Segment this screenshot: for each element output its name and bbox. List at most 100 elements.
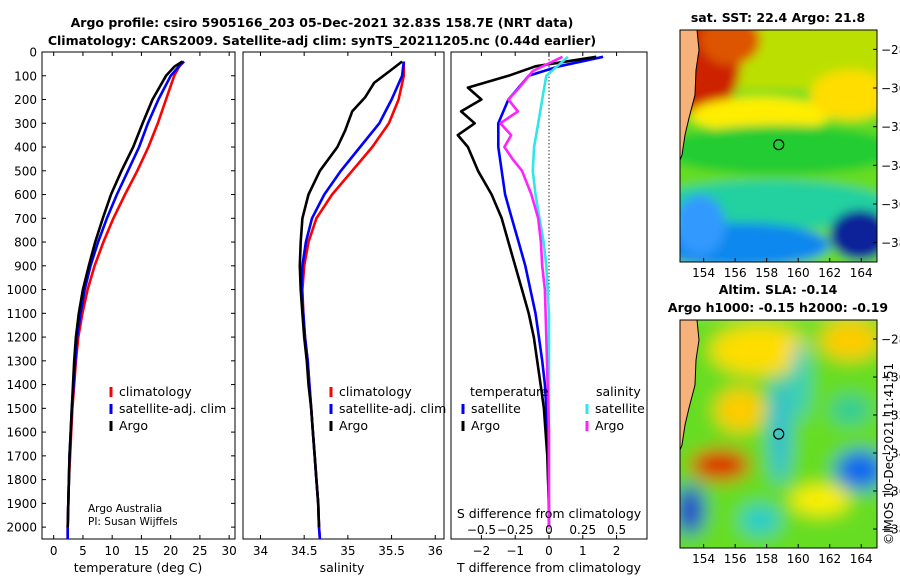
map-y-tick-label: −32 (881, 120, 900, 134)
s-tick-label: 0.5 (607, 523, 626, 537)
x-tick-label: −1 (506, 544, 524, 558)
y-tick-label: 1400 (6, 378, 37, 392)
temperature-plot-frame (41, 51, 236, 540)
map-y-tick-label: −38 (881, 236, 900, 250)
legend-label-sal-argo: Argo (595, 418, 624, 433)
legend-label-sal-satellite: satellite (595, 401, 645, 416)
y-tick-label: 800 (14, 236, 37, 250)
sst-map-panel: sat. SST: 22.4 Argo: 21.8 154 156 158 160 16… (679, 10, 900, 280)
legend-label-temp-satellite: satellite (471, 401, 521, 416)
credit-line-2: PI: Susan Wijffels (88, 516, 178, 528)
figure-title-line2: Climatology: CARS2009. Satellite-adj cli… (48, 33, 596, 49)
map-x-tick-label: 160 (787, 552, 810, 566)
t-difference-axis-label: T difference from climatology (456, 560, 642, 575)
series-line-argo (66, 60, 184, 528)
y-tick-label: 1500 (6, 402, 37, 416)
argo-float-marker (773, 428, 785, 440)
difference-legend: temperature salinity satellite Argo sate… (461, 384, 645, 433)
map-y-tick-label: −32 (881, 409, 900, 423)
s-tick-label: −0.25 (497, 523, 534, 537)
map-x-tick-label: 154 (692, 266, 715, 280)
y-tick-label: 1900 (6, 497, 37, 511)
y-tick-label: 1800 (6, 473, 37, 487)
legend-label-satellite-clim: satellite-adj. clim (119, 401, 226, 416)
x-tick-label: 34.5 (291, 544, 318, 558)
map-y-tick-label: −34 (881, 447, 900, 461)
coastline-land (680, 30, 700, 161)
y-tick-label: 1700 (6, 449, 37, 463)
x-tick-label: 34 (253, 544, 268, 558)
y-tick-label: 0 (29, 46, 37, 60)
x-tick-label: 25 (192, 544, 207, 558)
map-x-tick-label: 162 (818, 266, 841, 280)
s-tick-label: −0.5 (467, 523, 496, 537)
argo-float-marker (773, 139, 785, 151)
map-x-tick-label: 158 (755, 552, 778, 566)
x-tick-label: 0 (50, 544, 58, 558)
sla-map-panel: Altim. SLA: -0.14 Argo h1000: -0.15 h200… (668, 282, 900, 566)
legend-label-argo: Argo (339, 418, 368, 433)
s-tick-label: 0.25 (569, 523, 596, 537)
s-difference-axis-label: S difference from climatology (457, 506, 642, 521)
legend-label-climatology: climatology (339, 384, 412, 399)
sla-map-title-line1: Altim. SLA: -0.14 (719, 282, 838, 297)
imos-watermark: ©IMOS 10-Dec-2021 11:41:51 (882, 363, 896, 545)
x-tick-label: 15 (134, 544, 149, 558)
salinity-plot-frame (242, 51, 445, 540)
difference-panel: −2 −1 0 1 2 S difference from climatology −0… (450, 51, 648, 575)
legend-header-temperature: temperature (470, 384, 549, 399)
legend-label-satellite-clim: satellite-adj. clim (339, 401, 446, 416)
sla-map-title-line2: Argo h1000: -0.15 h2000: -0.19 (668, 300, 888, 315)
map-y-tick-label: −36 (881, 198, 900, 212)
y-tick-label: 500 (14, 164, 37, 178)
y-tick-label: 1000 (6, 283, 37, 297)
credit-line-1: Argo Australia (88, 503, 162, 515)
map-y-tick-label: −30 (881, 371, 900, 385)
x-tick-label: 2 (613, 544, 621, 558)
x-tick-label: 10 (105, 544, 120, 558)
y-tick-label: 200 (14, 93, 37, 107)
y-tick-label: 400 (14, 141, 37, 155)
temperature-legend: climatology satellite-adj. clim Argo (109, 384, 226, 433)
map-y-tick-label: −34 (881, 159, 900, 173)
y-tick-label: 900 (14, 259, 37, 273)
y-tick-label: 1100 (6, 307, 37, 321)
series-line-argo (298, 60, 403, 528)
map-x-tick-label: 156 (724, 552, 747, 566)
y-tick-label: 1300 (6, 354, 37, 368)
x-tick-label: 0 (545, 544, 553, 558)
legend-label-climatology: climatology (119, 384, 192, 399)
sst-map-frame (679, 29, 878, 263)
map-y-tick-label: −30 (881, 82, 900, 96)
y-tick-label: 600 (14, 188, 37, 202)
map-x-tick-label: 164 (850, 266, 873, 280)
map-y-tick-label: −38 (881, 523, 900, 537)
y-tick-label: 300 (14, 117, 37, 131)
map-y-tick-label: −36 (881, 485, 900, 499)
figure-title-line1: Argo profile: csiro 5905166_203 05-Dec-2… (71, 15, 574, 31)
y-tick-label: 100 (14, 69, 37, 83)
legend-label-temp-argo: Argo (471, 418, 500, 433)
map-x-tick-label: 160 (787, 266, 810, 280)
y-tick-label: 1600 (6, 426, 37, 440)
x-tick-label: 35.5 (378, 544, 405, 558)
salinity-axis-label: salinity (320, 560, 365, 575)
sst-field (680, 30, 877, 262)
map-x-tick-label: 156 (724, 266, 747, 280)
x-tick-label: 35 (340, 544, 355, 558)
x-tick-label: 36 (428, 544, 443, 558)
x-tick-label: 20 (163, 544, 178, 558)
y-tick-label: 2000 (6, 521, 37, 535)
series-line-salinity-argo (498, 55, 564, 528)
temperature-axis-label: temperature (deg C) (74, 560, 203, 575)
map-y-tick-label: −28 (881, 43, 900, 57)
series-line-temperature-argo (456, 55, 597, 528)
map-x-tick-label: 154 (692, 552, 715, 566)
map-x-tick-label: 164 (850, 552, 873, 566)
legend-label-argo: Argo (119, 418, 148, 433)
x-tick-label: 1 (579, 544, 587, 558)
x-tick-label: 30 (222, 544, 237, 558)
map-x-tick-label: 158 (755, 266, 778, 280)
s-tick-label: 0 (545, 523, 553, 537)
